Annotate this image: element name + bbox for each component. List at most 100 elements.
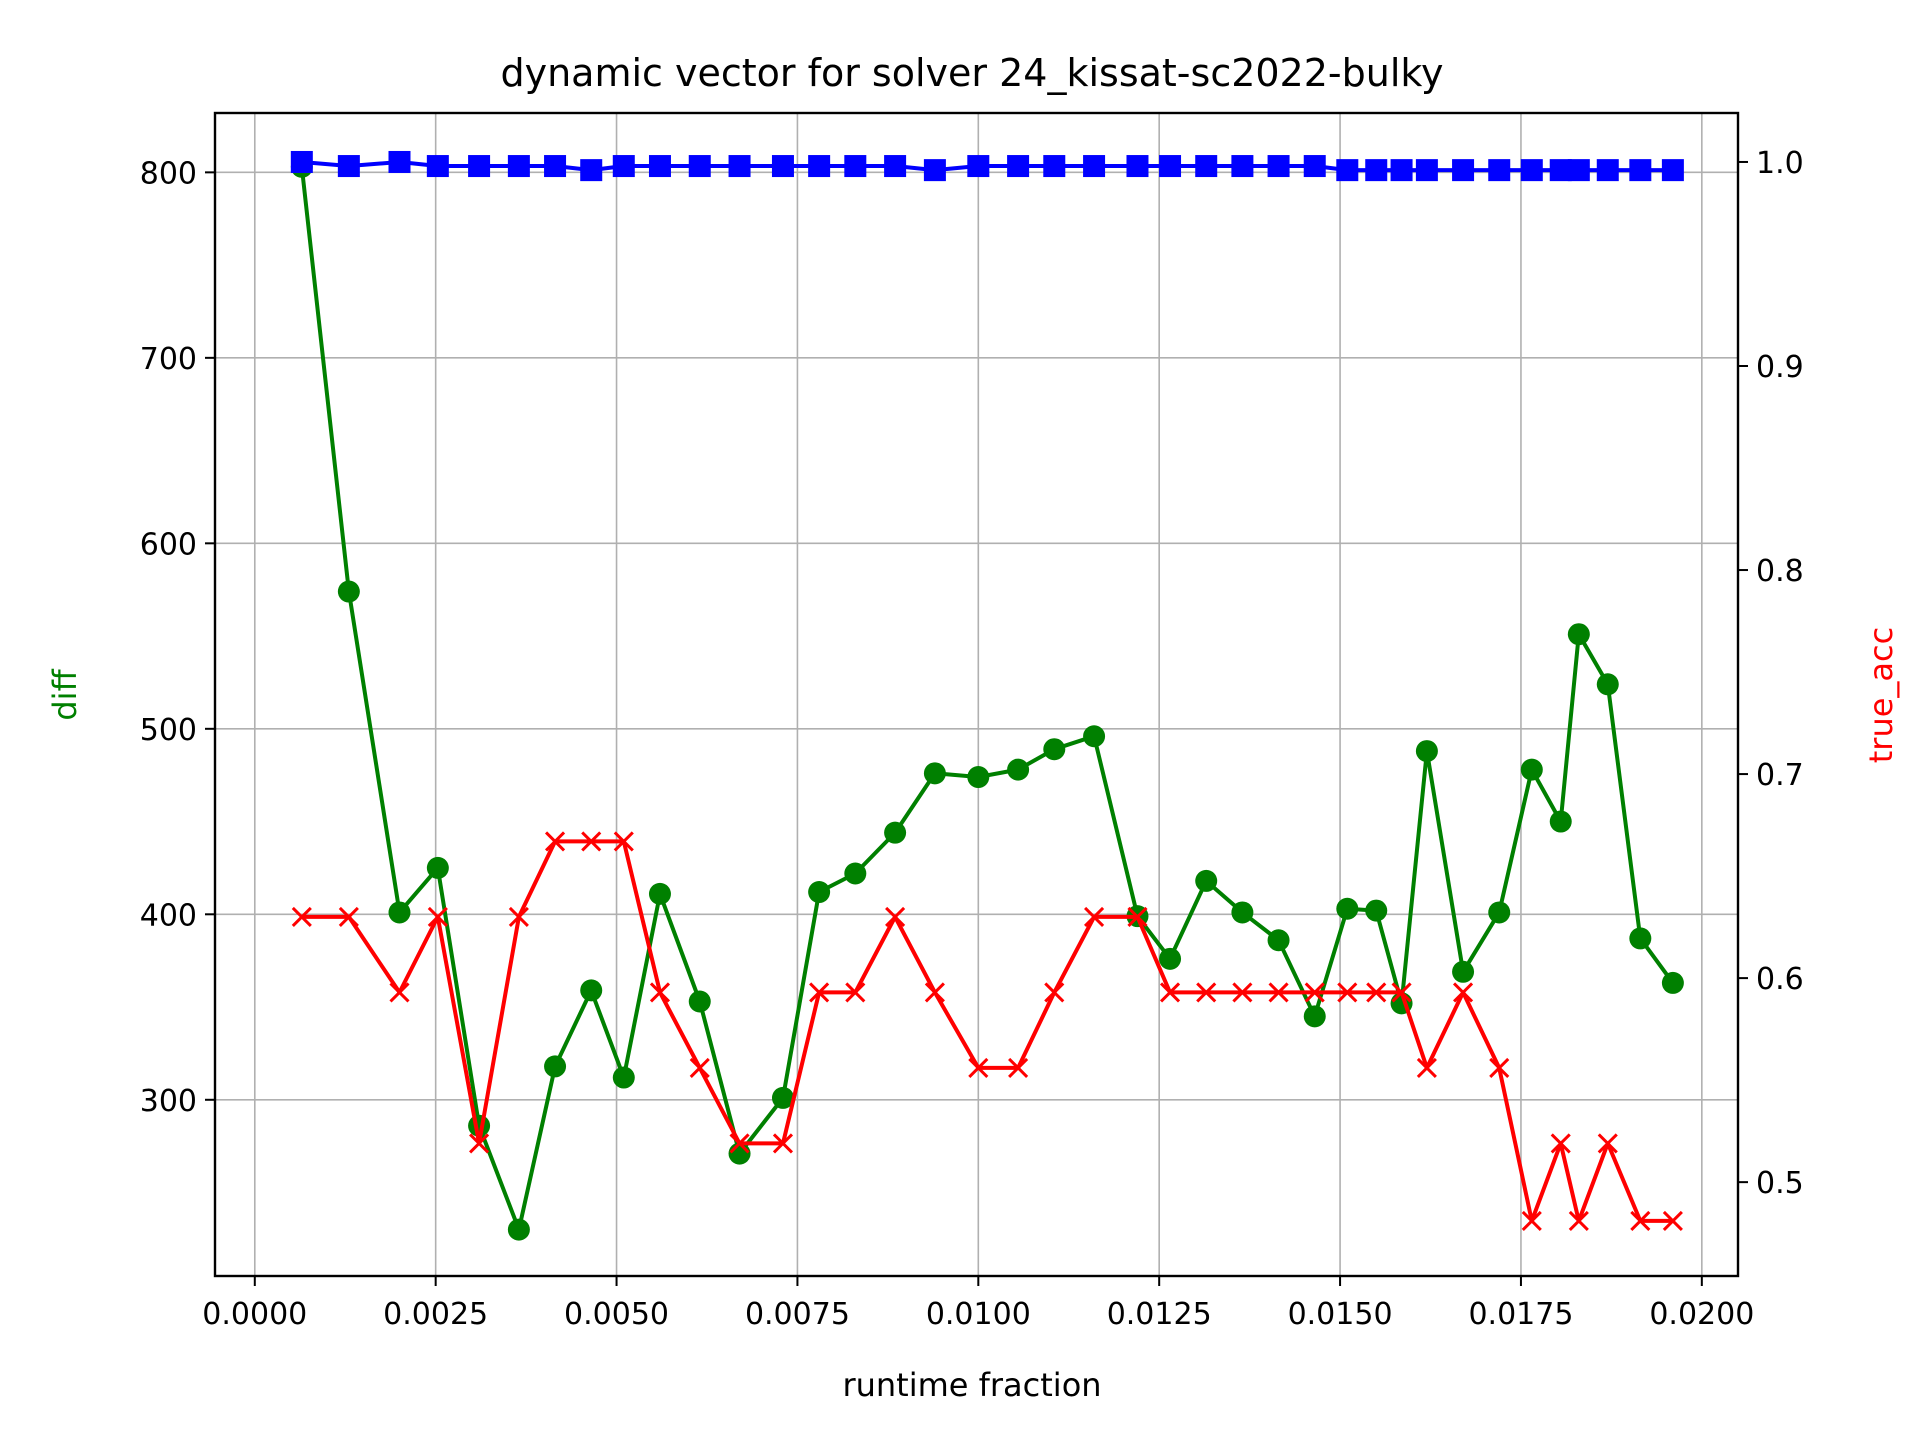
- data-point: [771, 1086, 794, 1109]
- series-x: [291, 831, 1683, 1231]
- data-point: [809, 982, 830, 1003]
- data-point: [1452, 960, 1475, 983]
- plot-frame: [213, 111, 1740, 1278]
- x-tick-label: 0.0050: [564, 1297, 669, 1332]
- data-point: [808, 155, 831, 178]
- data-point: [885, 906, 906, 927]
- x-tick-label: 0.0175: [1468, 1297, 1573, 1332]
- data-point: [1195, 869, 1218, 892]
- data-point: [808, 881, 831, 904]
- data-point: [1159, 982, 1181, 1003]
- data-point: [1597, 1133, 1618, 1154]
- data-point: [426, 155, 449, 178]
- data-point: [1390, 159, 1413, 182]
- y2-tick-label: 0.5: [1756, 1166, 1804, 1201]
- data-point: [1365, 899, 1388, 922]
- data-point: [1520, 159, 1543, 182]
- data-point: [688, 155, 711, 178]
- data-point: [1630, 1210, 1651, 1231]
- y2-tick-label: 0.6: [1756, 962, 1804, 997]
- data-point: [1452, 982, 1474, 1003]
- data-point: [1336, 897, 1359, 920]
- data-point: [1196, 982, 1217, 1003]
- data-point: [508, 906, 529, 927]
- data-point: [544, 831, 566, 852]
- data-point: [1629, 159, 1652, 182]
- data-point: [580, 979, 603, 1002]
- series-line: [301, 839, 1673, 1223]
- data-point: [923, 159, 946, 182]
- series-circle: [290, 155, 1684, 1241]
- axis-ticks: 0.0000 0.0025 0.0050 0.0075 0.0100 0.0125 0.01…: [140, 146, 1804, 1332]
- grid: [215, 113, 1738, 1276]
- data-point: [1267, 929, 1290, 952]
- x-tick-label: 0.0000: [202, 1297, 307, 1332]
- series-square: [290, 150, 1684, 182]
- data-point: [884, 155, 907, 178]
- data-point: [1007, 155, 1030, 178]
- data-point: [291, 906, 312, 927]
- data-point: [469, 1133, 490, 1154]
- data-point: [507, 1218, 530, 1241]
- data-point: [1043, 155, 1066, 178]
- data-point: [1416, 1057, 1437, 1078]
- y2-tick-label: 0.7: [1756, 758, 1804, 793]
- data-point: [1488, 901, 1511, 924]
- y2-tick-label: 0.8: [1756, 554, 1804, 589]
- data-point: [1596, 673, 1619, 696]
- data-point: [728, 155, 751, 178]
- data-point: [772, 1133, 794, 1154]
- data-point: [1520, 758, 1543, 781]
- data-point: [1549, 810, 1572, 833]
- data-point: [1550, 1133, 1571, 1154]
- data-point: [1304, 982, 1325, 1003]
- y-tick-label: 500: [140, 713, 197, 748]
- data-point: [923, 762, 946, 785]
- data-point: [688, 990, 711, 1013]
- data-point: [1629, 927, 1652, 950]
- y2-tick-label: 0.9: [1756, 350, 1804, 385]
- data-point: [1267, 155, 1290, 178]
- data-point: [648, 155, 671, 178]
- data-point: [544, 155, 567, 178]
- data-point: [1127, 906, 1148, 927]
- data-point: [581, 831, 602, 852]
- data-point: [1365, 159, 1388, 182]
- data-point: [1232, 982, 1253, 1003]
- data-point: [845, 982, 866, 1003]
- x-tick-label: 0.0100: [926, 1297, 1031, 1332]
- data-point: [924, 982, 945, 1003]
- data-point: [1567, 159, 1590, 182]
- data-point: [1083, 725, 1106, 748]
- data-point: [967, 155, 990, 178]
- data-point: [1415, 740, 1438, 763]
- data-point: [1662, 1210, 1683, 1231]
- data-point: [884, 821, 907, 844]
- data-point: [1489, 1057, 1510, 1078]
- y-tick-label: 600: [140, 527, 197, 562]
- data-point: [1366, 982, 1387, 1003]
- y-tick-label: 800: [140, 156, 197, 191]
- data-point: [728, 1142, 751, 1165]
- data-point: [1303, 1005, 1326, 1028]
- y-axis-title: diff: [46, 668, 84, 720]
- data-point: [389, 982, 410, 1003]
- data-point: [1661, 971, 1684, 994]
- x-tick-label: 0.0150: [1288, 1297, 1393, 1332]
- data-point: [337, 155, 360, 178]
- data-point: [612, 155, 635, 178]
- data-point: [967, 766, 990, 789]
- data-point: [1195, 155, 1218, 178]
- chart-title: dynamic vector for solver 24_kissat-sc20…: [500, 51, 1443, 95]
- data-point: [1083, 155, 1106, 178]
- data-point: [544, 1055, 567, 1078]
- data-point: [337, 580, 360, 603]
- data-point: [844, 155, 867, 178]
- data-point: [468, 155, 491, 178]
- data-point: [1336, 159, 1359, 182]
- data-point: [1044, 982, 1065, 1003]
- data-point: [1007, 758, 1030, 781]
- data-point: [1231, 901, 1254, 924]
- data-point: [388, 901, 411, 924]
